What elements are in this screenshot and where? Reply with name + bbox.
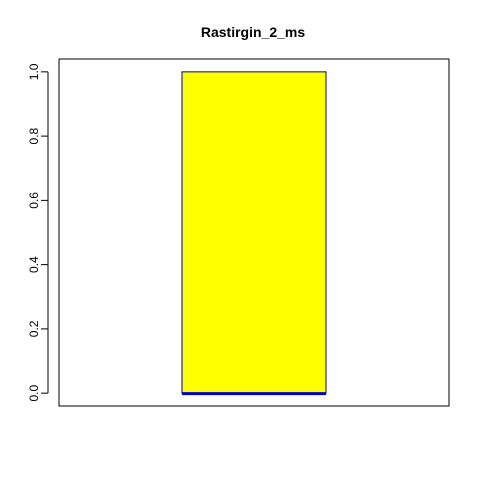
- y-tick-label: 0.4: [27, 256, 41, 273]
- y-tick-label: 1.0: [27, 63, 41, 80]
- y-tick-label: 0.2: [27, 320, 41, 337]
- bar-yellow: [181, 71, 327, 394]
- y-axis: 0.0 0.2 0.4 0.6 0.8 1.0: [27, 63, 49, 401]
- plot-frame: [58, 58, 450, 407]
- y-tick-label: 0.8: [27, 127, 41, 144]
- chart-title: Rastirgin_2_ms: [201, 24, 305, 40]
- y-tick-label: 0.6: [27, 192, 41, 209]
- bars-group: [181, 71, 327, 396]
- y-tick-label: 0.0: [27, 384, 41, 401]
